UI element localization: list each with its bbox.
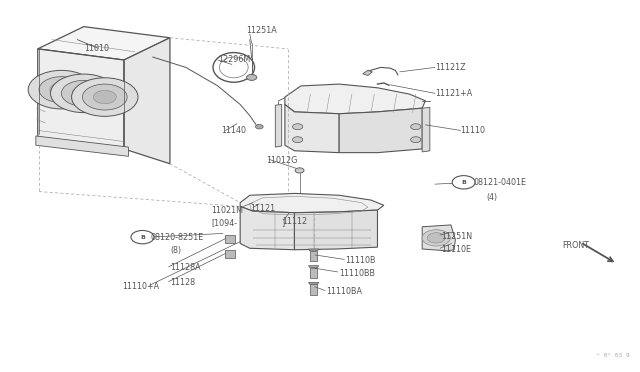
Circle shape xyxy=(50,83,73,96)
Polygon shape xyxy=(38,27,170,60)
Circle shape xyxy=(295,168,304,173)
Polygon shape xyxy=(294,210,378,250)
Polygon shape xyxy=(308,282,319,284)
Circle shape xyxy=(51,74,117,113)
Circle shape xyxy=(131,231,154,244)
Polygon shape xyxy=(225,250,235,258)
Text: 08121-0401E: 08121-0401E xyxy=(473,178,526,187)
Text: 11140: 11140 xyxy=(221,126,246,135)
Polygon shape xyxy=(240,206,294,250)
Polygon shape xyxy=(310,267,317,278)
Text: 11128: 11128 xyxy=(170,278,195,287)
Text: 11110+A: 11110+A xyxy=(122,282,159,291)
Polygon shape xyxy=(275,105,282,147)
Circle shape xyxy=(411,137,421,142)
Text: 11010: 11010 xyxy=(84,44,109,53)
Text: [1094-: [1094- xyxy=(211,219,237,228)
Text: FRONT: FRONT xyxy=(563,241,589,250)
Circle shape xyxy=(292,124,303,130)
Text: B: B xyxy=(461,180,466,185)
Polygon shape xyxy=(285,105,339,153)
Text: 12296M: 12296M xyxy=(218,55,250,64)
Text: 11110: 11110 xyxy=(461,126,486,135)
Polygon shape xyxy=(124,38,170,164)
Circle shape xyxy=(61,80,106,106)
Text: 11012G: 11012G xyxy=(266,155,297,164)
Polygon shape xyxy=(36,136,129,156)
Text: (8): (8) xyxy=(170,246,181,255)
Text: ]: ] xyxy=(282,219,285,228)
Polygon shape xyxy=(285,84,426,114)
Circle shape xyxy=(411,124,421,130)
Polygon shape xyxy=(225,235,235,243)
Text: ^ 0^ 03 9: ^ 0^ 03 9 xyxy=(596,353,630,358)
Polygon shape xyxy=(363,70,372,76)
Polygon shape xyxy=(310,284,317,295)
Text: (4): (4) xyxy=(486,193,497,202)
Circle shape xyxy=(292,137,303,142)
Polygon shape xyxy=(240,193,384,213)
Circle shape xyxy=(428,233,445,243)
Polygon shape xyxy=(422,108,430,152)
Text: 11110E: 11110E xyxy=(442,244,471,253)
Text: B: B xyxy=(140,235,145,240)
Polygon shape xyxy=(422,225,456,251)
Polygon shape xyxy=(308,266,319,267)
Polygon shape xyxy=(310,251,317,261)
Text: 11128A: 11128A xyxy=(170,263,200,272)
Circle shape xyxy=(72,87,95,100)
Circle shape xyxy=(452,176,475,189)
Circle shape xyxy=(422,230,451,246)
Circle shape xyxy=(72,78,138,116)
Text: 11121Z: 11121Z xyxy=(435,63,465,72)
Text: 11021M: 11021M xyxy=(211,206,243,215)
Text: 08120-8251E: 08120-8251E xyxy=(151,233,204,243)
Circle shape xyxy=(39,77,84,103)
Circle shape xyxy=(93,90,116,104)
Text: 11110BA: 11110BA xyxy=(326,287,362,296)
Circle shape xyxy=(28,70,95,109)
Circle shape xyxy=(255,125,263,129)
Text: 11251A: 11251A xyxy=(246,26,277,35)
Text: 11110B: 11110B xyxy=(346,256,376,264)
Polygon shape xyxy=(308,249,319,251)
Circle shape xyxy=(83,84,127,110)
Text: 11121: 11121 xyxy=(250,204,275,213)
Polygon shape xyxy=(38,49,124,149)
Polygon shape xyxy=(339,108,422,153)
Text: 11121+A: 11121+A xyxy=(435,89,472,98)
Circle shape xyxy=(246,74,257,80)
Text: 11112: 11112 xyxy=(282,217,307,226)
Text: 11251N: 11251N xyxy=(442,231,472,241)
Text: 11110BB: 11110BB xyxy=(339,269,375,278)
